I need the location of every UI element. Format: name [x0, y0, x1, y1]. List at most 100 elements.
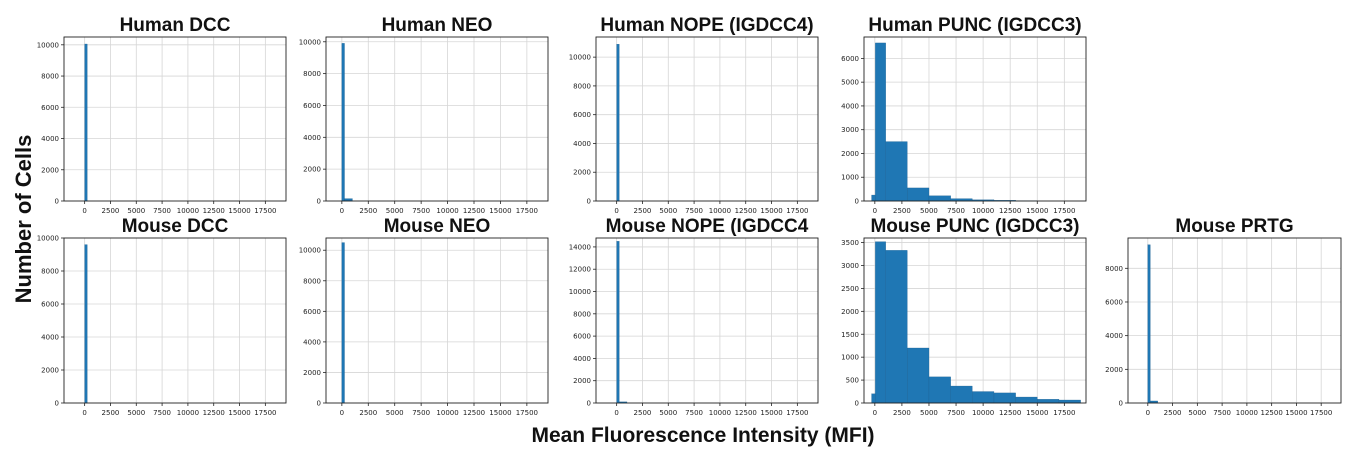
axes-frame [863, 36, 1087, 202]
x-tick-label: 7500 [685, 207, 703, 215]
x-tick-label: 0 [1146, 409, 1150, 417]
x-tick-label: 10000 [972, 409, 994, 417]
y-tick-label: 10000 [299, 38, 321, 46]
y-tick-label: 10000 [37, 235, 59, 243]
y-tick-label: 500 [846, 377, 859, 385]
x-tick-label: 12500 [463, 409, 485, 417]
y-tick-label: 10000 [299, 247, 321, 255]
x-tick-label: 7500 [153, 409, 171, 417]
y-tick-label: 4000 [41, 334, 59, 342]
x-tick-label: 5000 [920, 207, 938, 215]
y-tick-label: 0 [1119, 400, 1123, 408]
x-tick-label: 0 [82, 207, 86, 215]
histogram-panel: Mouse PRTG 0 2500 5000 7500 10000 12500 15000 17… [1105, 216, 1342, 417]
histogram-panel: Human DCC 0 2500 5000 7500 10000 12500 15000 175… [37, 15, 287, 215]
histogram-bar [972, 391, 995, 404]
x-tick-label: 10000 [1236, 409, 1258, 417]
x-tick-label: 2500 [893, 409, 911, 417]
histogram-bar [1037, 399, 1060, 404]
x-tick-label: 17500 [1053, 409, 1075, 417]
x-tick-label: 2500 [359, 409, 377, 417]
y-tick-label: 1500 [841, 331, 859, 339]
x-tick-label: 10000 [709, 409, 731, 417]
y-tick-label: 8000 [573, 310, 591, 318]
axes-frame [1127, 237, 1342, 404]
y-tick-label: 10000 [37, 41, 59, 49]
x-tick-label: 15000 [1285, 409, 1307, 417]
y-tick-label: 6000 [841, 55, 859, 63]
y-tick-label: 0 [317, 400, 321, 408]
x-tick-label: 17500 [254, 409, 276, 417]
y-tick-label: 8000 [41, 73, 59, 81]
histogram-bar [993, 392, 1016, 404]
y-tick-label: 3000 [841, 126, 859, 134]
histogram-panel: Human PUNC (IGDCC3)0 2500 5000 7500 10000 125… [841, 15, 1087, 215]
histogram-bar [341, 43, 345, 202]
y-tick-label: 5000 [841, 79, 859, 87]
y-tick-label: 3000 [841, 262, 859, 270]
y-tick-label: 0 [55, 198, 59, 206]
x-tick-label: 15000 [489, 207, 511, 215]
y-tick-label: 0 [55, 400, 59, 408]
y-tick-label: 0 [855, 198, 859, 206]
y-tick-label: 2000 [841, 308, 859, 316]
y-tick-label: 4000 [41, 135, 59, 143]
x-tick-label: 17500 [516, 409, 538, 417]
x-tick-label: 5000 [659, 207, 677, 215]
x-tick-label: 17500 [1310, 409, 1332, 417]
histogram-bar [871, 194, 876, 202]
y-tick-label: 2500 [841, 285, 859, 293]
x-tick-label: 2500 [359, 207, 377, 215]
histogram-bar [84, 244, 88, 404]
y-tick-label: 2000 [573, 377, 591, 385]
histogram-panel: Human NEO 0 2500 5000 7500 10000 12500 15000 175… [299, 15, 549, 215]
histogram-bar [616, 241, 620, 404]
x-tick-label: 0 [873, 409, 877, 417]
x-tick-label: 5000 [1188, 409, 1206, 417]
histogram-bar [907, 347, 930, 404]
histogram-bar [885, 250, 908, 404]
y-tick-label: 0 [855, 400, 859, 408]
y-tick-label: 4000 [303, 134, 321, 142]
y-tick-label: 6000 [573, 111, 591, 119]
y-tick-label: 8000 [573, 82, 591, 90]
x-tick-label: 5000 [386, 207, 404, 215]
panel-title: Mouse DCC [122, 216, 229, 237]
y-tick-label: 2000 [41, 166, 59, 174]
x-tick-label: 0 [82, 409, 86, 417]
y-tick-label: 4000 [573, 140, 591, 148]
histogram-panel: Mouse PUNC (IGDCC3)0 2500 5000 7500 10000 125… [841, 216, 1087, 417]
x-tick-label: 10000 [177, 207, 199, 215]
y-tick-label: 8000 [303, 277, 321, 285]
x-tick-label: 5000 [127, 207, 145, 215]
x-tick-label: 0 [614, 409, 618, 417]
x-tick-label: 12500 [735, 207, 757, 215]
histogram-bar [341, 242, 345, 404]
histogram-bar [928, 376, 951, 404]
y-tick-label: 6000 [41, 104, 59, 112]
histogram-panel: Mouse NEO 0 2500 5000 7500 10000 12500 15000 175… [299, 216, 549, 417]
y-tick-label: 8000 [41, 268, 59, 276]
histogram-bar [885, 141, 908, 202]
x-tick-label: 12500 [203, 207, 225, 215]
y-tick-label: 6000 [303, 102, 321, 110]
histogram-panel: Mouse DCC 0 2500 5000 7500 10000 12500 15000 175… [37, 216, 287, 417]
histogram-bar [950, 385, 973, 404]
x-tick-label: 15000 [1026, 409, 1048, 417]
x-tick-label: 17500 [786, 409, 808, 417]
panel-title: Human NOPE (IGDCC4) [600, 15, 813, 36]
y-tick-label: 4000 [841, 102, 859, 110]
histogram-panel: Mouse NOPE (IGDCC4 0 2500 5000 7500 10000 1250… [569, 216, 819, 417]
x-tick-label: 17500 [516, 207, 538, 215]
y-tick-label: 12000 [569, 266, 591, 274]
x-tick-label: 10000 [177, 409, 199, 417]
x-tick-label: 0 [340, 207, 344, 215]
x-tick-label: 12500 [463, 207, 485, 215]
panel-title: Human DCC [120, 15, 231, 36]
y-tick-label: 0 [587, 198, 591, 206]
x-tick-label: 10000 [436, 207, 458, 215]
x-tick-label: 17500 [1053, 207, 1075, 215]
axes-frame [63, 36, 287, 202]
x-tick-label: 12500 [1261, 409, 1283, 417]
